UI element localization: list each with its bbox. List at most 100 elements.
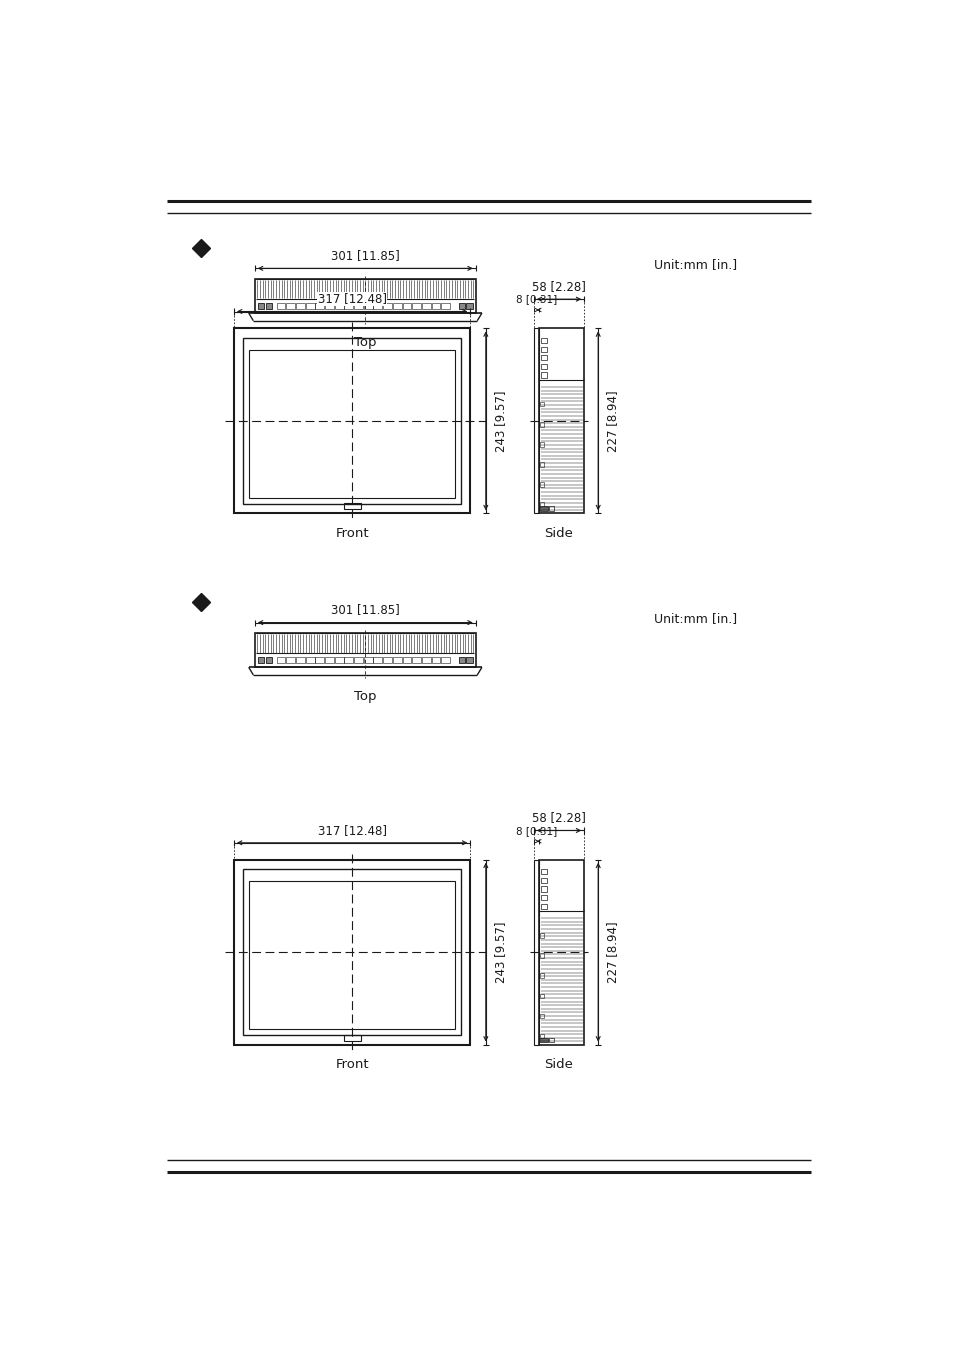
Bar bbox=[257, 303, 264, 309]
Bar bbox=[354, 303, 362, 309]
Bar bbox=[354, 657, 362, 663]
Bar bbox=[539, 482, 543, 486]
Bar bbox=[534, 859, 538, 1044]
Text: Unit:mm [in.]: Unit:mm [in.] bbox=[654, 612, 737, 626]
Text: 317 [12.48]: 317 [12.48] bbox=[317, 824, 386, 836]
Bar bbox=[539, 1013, 543, 1019]
Text: 8 [0.31]: 8 [0.31] bbox=[516, 295, 557, 304]
Bar bbox=[305, 657, 314, 663]
Bar bbox=[431, 657, 440, 663]
Bar bbox=[534, 328, 538, 513]
Text: 227 [8.94]: 227 [8.94] bbox=[605, 390, 618, 451]
Bar bbox=[315, 303, 324, 309]
Bar bbox=[335, 303, 343, 309]
Bar bbox=[402, 657, 411, 663]
Text: 243 [9.57]: 243 [9.57] bbox=[493, 921, 506, 984]
Bar bbox=[458, 303, 464, 309]
Bar bbox=[343, 1035, 360, 1040]
Bar bbox=[540, 878, 546, 884]
Bar bbox=[383, 303, 392, 309]
Bar bbox=[254, 280, 476, 313]
Bar bbox=[539, 503, 543, 507]
Bar bbox=[249, 881, 455, 1029]
Bar bbox=[344, 303, 353, 309]
Bar bbox=[540, 904, 546, 909]
Bar bbox=[539, 973, 543, 978]
Bar bbox=[393, 303, 401, 309]
Text: Side: Side bbox=[544, 527, 573, 540]
Bar bbox=[540, 355, 546, 361]
Text: 8 [0.31]: 8 [0.31] bbox=[516, 825, 557, 836]
Bar bbox=[412, 657, 420, 663]
Bar bbox=[295, 303, 305, 309]
Bar bbox=[441, 303, 450, 309]
Bar bbox=[540, 363, 546, 369]
Bar bbox=[421, 657, 431, 663]
Bar bbox=[325, 657, 334, 663]
Bar bbox=[539, 934, 543, 938]
Bar bbox=[540, 338, 546, 343]
Text: 58 [2.28]: 58 [2.28] bbox=[532, 280, 585, 293]
Bar bbox=[266, 303, 272, 309]
Bar bbox=[325, 303, 334, 309]
Text: Unit:mm [in.]: Unit:mm [in.] bbox=[654, 258, 737, 272]
Bar bbox=[315, 657, 324, 663]
Bar bbox=[539, 1038, 547, 1042]
Bar bbox=[540, 869, 546, 874]
Bar bbox=[538, 328, 583, 513]
Bar bbox=[540, 373, 546, 377]
Text: Top: Top bbox=[354, 690, 376, 704]
Bar bbox=[540, 896, 546, 900]
Text: 301 [11.85]: 301 [11.85] bbox=[331, 249, 399, 262]
Bar bbox=[402, 303, 411, 309]
Bar bbox=[276, 657, 285, 663]
Bar bbox=[373, 657, 382, 663]
Bar bbox=[431, 303, 440, 309]
Bar bbox=[412, 303, 420, 309]
Bar bbox=[539, 1034, 543, 1039]
Bar bbox=[539, 507, 547, 511]
Text: 58 [2.28]: 58 [2.28] bbox=[532, 812, 585, 824]
Bar bbox=[549, 1038, 554, 1042]
Bar bbox=[295, 657, 305, 663]
Text: 317 [12.48]: 317 [12.48] bbox=[317, 292, 386, 305]
Bar bbox=[373, 303, 382, 309]
Bar bbox=[243, 338, 460, 504]
Text: Side: Side bbox=[544, 1058, 573, 1071]
Bar bbox=[538, 859, 583, 1044]
Bar bbox=[257, 657, 264, 663]
Bar bbox=[343, 503, 360, 509]
Bar bbox=[539, 422, 543, 427]
Bar bbox=[383, 657, 392, 663]
Text: 227 [8.94]: 227 [8.94] bbox=[605, 921, 618, 984]
Bar bbox=[363, 303, 373, 309]
Bar bbox=[243, 869, 460, 1035]
Bar bbox=[421, 303, 431, 309]
Text: 243 [9.57]: 243 [9.57] bbox=[493, 390, 506, 451]
Bar bbox=[363, 657, 373, 663]
Bar bbox=[254, 634, 476, 667]
Bar bbox=[249, 350, 455, 497]
Bar bbox=[286, 303, 294, 309]
Text: Front: Front bbox=[335, 527, 369, 540]
Bar bbox=[266, 657, 272, 663]
Text: Front: Front bbox=[335, 1058, 369, 1071]
Bar bbox=[458, 657, 464, 663]
Bar bbox=[539, 401, 543, 407]
Text: 301 [11.85]: 301 [11.85] bbox=[331, 604, 399, 616]
Bar bbox=[539, 954, 543, 958]
Bar bbox=[233, 859, 470, 1044]
Bar bbox=[393, 657, 401, 663]
Bar bbox=[441, 657, 450, 663]
Bar bbox=[233, 328, 470, 513]
Bar bbox=[539, 993, 543, 998]
Bar bbox=[466, 303, 472, 309]
Bar bbox=[549, 507, 554, 511]
Bar bbox=[540, 886, 546, 892]
Bar bbox=[335, 657, 343, 663]
Bar bbox=[466, 657, 472, 663]
Bar bbox=[540, 347, 546, 351]
Bar bbox=[286, 657, 294, 663]
Bar bbox=[539, 442, 543, 447]
Text: Top: Top bbox=[354, 336, 376, 349]
